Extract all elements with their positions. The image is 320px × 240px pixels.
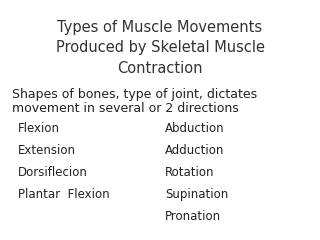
Text: Flexion: Flexion [18, 122, 60, 135]
Text: Adduction: Adduction [165, 144, 224, 157]
Text: Types of Muscle Movements
Produced by Skeletal Muscle
Contraction: Types of Muscle Movements Produced by Sk… [55, 20, 265, 76]
Text: Dorsiflecion: Dorsiflecion [18, 166, 88, 179]
Text: Shapes of bones, type of joint, dictates: Shapes of bones, type of joint, dictates [12, 88, 257, 101]
Text: Plantar  Flexion: Plantar Flexion [18, 188, 110, 201]
Text: Abduction: Abduction [165, 122, 225, 135]
Text: Rotation: Rotation [165, 166, 214, 179]
Text: Extension: Extension [18, 144, 76, 157]
Text: Supination: Supination [165, 188, 228, 201]
Text: Pronation: Pronation [165, 210, 221, 223]
Text: movement in several or 2 directions: movement in several or 2 directions [12, 102, 239, 115]
